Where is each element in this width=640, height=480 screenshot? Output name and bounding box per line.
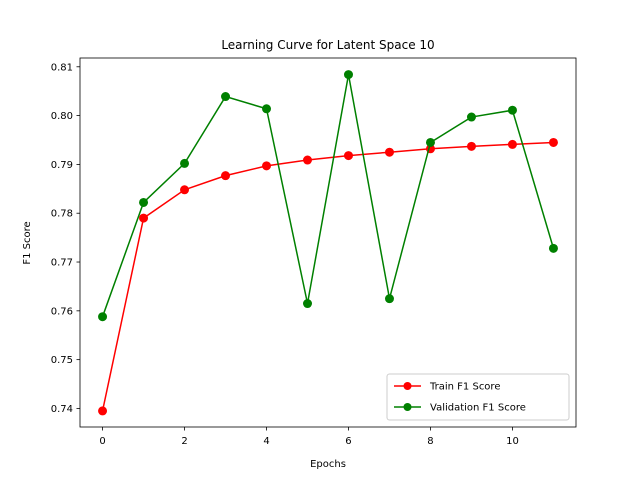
- data-point: [303, 299, 313, 309]
- y-tick-label: 0.80: [51, 111, 73, 122]
- data-point: [180, 185, 190, 195]
- legend-marker-validation-f1-score: [403, 403, 412, 411]
- data-point: [507, 139, 517, 149]
- y-tick-label: 0.79: [51, 160, 73, 171]
- data-point: [343, 70, 353, 80]
- y-tick-label: 0.77: [51, 258, 73, 269]
- data-point: [262, 161, 272, 171]
- x-axis-label: Epochs: [310, 459, 346, 470]
- series-layer: [98, 70, 558, 416]
- x-tick-label: 4: [263, 436, 269, 447]
- series-train-f1-score: [98, 137, 558, 416]
- legend-label-validation-f1-score: Validation F1 Score: [430, 403, 526, 414]
- data-point: [303, 155, 313, 165]
- data-point: [384, 294, 394, 304]
- data-point: [221, 92, 231, 102]
- data-point: [384, 147, 394, 157]
- data-point: [425, 137, 435, 147]
- x-tick-label: 6: [345, 436, 351, 447]
- data-point: [98, 312, 108, 322]
- data-point: [548, 243, 558, 253]
- chart-title: Learning Curve for Latent Space 10: [221, 38, 434, 52]
- plot-frame: [79, 57, 577, 428]
- data-point: [548, 137, 558, 147]
- y-tick-label: 0.74: [51, 404, 73, 415]
- x-axis: 0 2 4 6 8 10: [99, 427, 519, 447]
- data-point: [466, 141, 476, 151]
- y-tick-label: 0.76: [51, 306, 73, 317]
- data-point: [139, 213, 149, 223]
- legend-box: [386, 373, 570, 421]
- y-axis: 0.74 0.75 0.76 0.77 0.78 0.79 0.80 0.81: [51, 62, 80, 415]
- x-tick-label: 2: [181, 436, 187, 447]
- data-point: [466, 112, 476, 122]
- x-tick-label: 0: [99, 436, 105, 447]
- x-tick-label: 8: [427, 436, 433, 447]
- data-point: [221, 171, 231, 181]
- legend-label-train-f1-score: Train F1 Score: [429, 382, 500, 393]
- data-point: [262, 104, 272, 114]
- legend-marker-train-f1-score: [403, 382, 412, 390]
- series-line-validation-f1-score: [101, 74, 555, 317]
- y-tick-label: 0.81: [51, 62, 73, 73]
- y-tick-label: 0.75: [51, 355, 73, 366]
- data-point: [507, 105, 517, 115]
- legend: Train F1 Score Validation F1 Score: [386, 373, 570, 421]
- data-point: [180, 158, 190, 168]
- plot-area: [79, 57, 577, 428]
- data-point: [139, 197, 149, 207]
- x-tick-label: 10: [506, 436, 519, 447]
- data-point: [98, 406, 108, 416]
- data-point: [343, 151, 353, 161]
- y-axis-label: F1 Score: [22, 221, 33, 264]
- series-validation-f1-score: [98, 70, 558, 322]
- y-tick-label: 0.78: [51, 209, 73, 220]
- series-line-train-f1-score: [101, 141, 554, 412]
